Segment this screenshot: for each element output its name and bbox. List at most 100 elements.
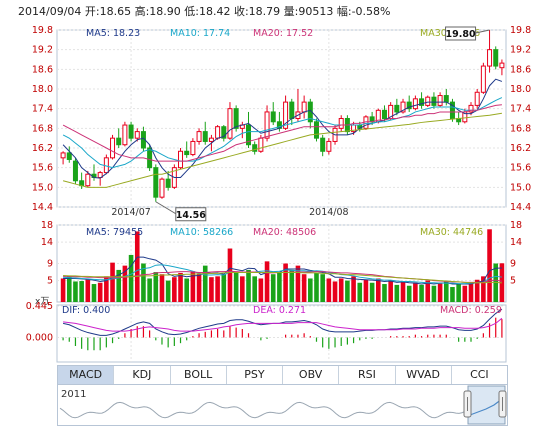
candle-body [196,131,202,142]
tab-boll[interactable]: BOLL [171,366,227,384]
volume-ytick-left: 5 [47,276,53,287]
tab-psy[interactable]: PSY [227,366,283,384]
candle-body [480,65,486,93]
macd-ytick: 0.000 [26,333,53,344]
candle-body [178,150,184,169]
candle-body [400,101,406,113]
candle-body [406,101,412,110]
price-ytick-right: 15.6 [510,163,531,174]
price-ytick-right: 16.8 [510,123,531,134]
stock-chart: 19.8 19.8 19.2 19.2 18.6 18.6 18.0 18.0 17.4 17.4… [22,25,531,365]
candle-body [313,121,319,139]
tab-rsi[interactable]: RSI [339,366,396,384]
volume-bar [369,282,375,302]
volume-bar [308,278,313,302]
candle-body [85,173,91,187]
candle-body [264,111,270,139]
volume-bar [468,282,474,302]
price-ytick-left: 15.6 [32,163,53,174]
candle-body [412,98,418,110]
candle-body [72,160,78,182]
volume-bar [474,279,480,302]
volume-bar [357,282,363,302]
volume-bar [104,276,109,302]
volume-bar [363,279,369,302]
price-ytick-left: 18.0 [32,84,53,95]
volume-bar [122,265,128,302]
volume-bar [487,229,492,302]
range-navigator[interactable]: 2011 [57,384,508,426]
volume-bar [246,269,251,302]
volume-legend-ma10: MA10: 58266 [170,227,233,238]
candle-body [443,95,449,103]
volume-bar [301,274,307,302]
volume-bar [79,281,84,302]
price-legend-ma10: MA10: 17.74 [170,28,230,39]
volume-bar [165,280,171,302]
volume-bar [413,282,418,302]
volume-bar [338,278,344,302]
low-label-box [175,207,207,222]
tab-kdj[interactable]: KDJ [114,366,171,384]
volume-bar [270,274,276,302]
candle-body [159,178,165,198]
dif-line [62,308,503,336]
candle-body [110,137,116,159]
volume-bar [314,272,319,302]
volume-bar [419,284,424,302]
volume-bar [196,274,202,302]
volume-legend-ma20: MA20: 48506 [253,227,316,238]
candle-body [66,152,72,160]
volume-bar [326,278,332,302]
panel-frame-2 [56,304,507,363]
candle-body [221,126,227,139]
price-ytick-right: 14.4 [510,202,531,213]
tab-macd[interactable]: MACD [58,366,115,384]
candle-body [468,104,474,113]
volume-ytick-right: 5 [510,276,516,287]
macd-ytick: 0.445 [26,301,53,312]
volume-bar [134,231,140,302]
volume-ytick-right: 9 [510,259,516,270]
candle-body [474,91,480,106]
volume-bar [178,272,183,302]
dif-label: DIF: 0.400 [62,305,110,316]
volume-bar [277,272,282,302]
tab-wvad[interactable]: WVAD [396,366,452,384]
candle-body [431,96,437,106]
candle-body [246,124,252,146]
tab-obv[interactable]: OBV [283,366,340,384]
candle-body [165,178,171,188]
price-ytick-left: 17.4 [32,104,53,115]
candle-body [270,111,276,123]
volume-unit: x万 [35,297,49,307]
candle-body [252,144,258,152]
candle-body [449,101,455,120]
volume-bar [97,282,103,302]
volume-ytick-right: 18 [510,220,522,231]
candle-body [326,140,332,152]
price-ytick-right: 18.0 [510,84,531,95]
volume-bar [406,285,412,302]
candle-body [437,95,443,106]
candle-body [233,108,239,129]
price-ytick-left: 16.8 [32,123,53,134]
price-legend-ma20: MA20: 17.52 [253,28,313,39]
high-label-box [445,26,477,41]
candle-body [215,126,221,139]
volume-bar [221,274,227,302]
candle-body [227,108,233,139]
tab-cci[interactable]: CCI [470,368,489,381]
volume-bar [295,265,301,302]
volume-ytick-left: 14 [41,237,53,248]
candle-body [202,131,208,142]
candle-body [425,96,431,106]
price-ytick-left: 15.0 [32,182,53,193]
volume-bar [400,281,406,302]
candle-body [184,150,190,156]
volume-bar [153,272,159,302]
volume-bar [320,274,325,302]
volume-bar [141,263,146,302]
price-ytick-left: 19.8 [32,25,53,36]
candle-body [338,118,344,129]
